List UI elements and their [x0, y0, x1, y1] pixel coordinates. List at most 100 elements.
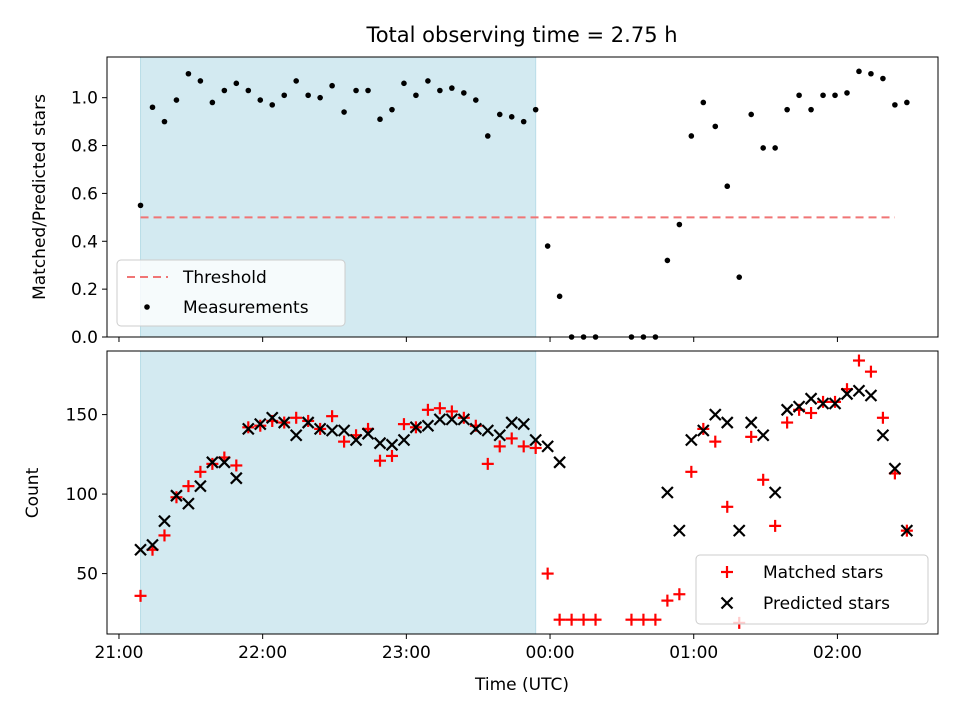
legend-matched-swatch: [721, 566, 733, 578]
predicted-star-point: [541, 440, 554, 453]
matched-star-point: [493, 440, 506, 453]
x-tick-label: 02:00: [813, 643, 862, 663]
measurement-point: [664, 257, 671, 264]
matched-star-point: [457, 411, 470, 424]
x-tick-label: 23:00: [382, 643, 431, 663]
matched-star-point: [673, 588, 686, 601]
predicted-star-point: [517, 417, 530, 431]
predicted-star-point: [792, 400, 806, 413]
matched-star-point: [374, 454, 387, 467]
predicted-star-point: [230, 471, 243, 485]
top-legend: Threshold Measurements: [116, 259, 346, 327]
measurement-point: [401, 80, 407, 87]
measurement-point: [473, 97, 479, 103]
predicted-star-point: [277, 416, 291, 429]
matched-star-point: [505, 432, 518, 445]
measurement-point: [353, 87, 359, 94]
predicted-star-point: [888, 462, 902, 475]
predicted-star-point: [852, 384, 866, 398]
measurement-point: [317, 94, 323, 101]
observing-window-shade: [140, 350, 537, 635]
matched-star-point: [709, 435, 722, 448]
y-tick-label: 150: [66, 406, 98, 426]
matched-star-point: [541, 567, 554, 580]
predicted-star-point: [325, 424, 339, 437]
top-x-axis-ticks: [118, 337, 838, 342]
matched-star-point: [517, 440, 530, 453]
measurement-point: [880, 75, 886, 82]
measurement-point: [245, 87, 252, 94]
predicted-star-point: [182, 497, 195, 510]
measurement-point: [820, 92, 826, 99]
measurement-point: [520, 118, 527, 125]
measurement-point: [784, 106, 790, 113]
matched-star-point: [529, 441, 542, 454]
measurement-point: [868, 70, 874, 77]
predicted-star-point: [158, 514, 171, 528]
matched-star-point: [290, 411, 303, 424]
predicted-star-point: [289, 428, 303, 442]
matched-star-point: [757, 473, 770, 486]
measurement-point: [209, 99, 216, 106]
top-y-axis-label: Matched/Predicted stars: [30, 94, 50, 300]
predicted-star-point: [349, 433, 363, 447]
predicted-star-point: [385, 438, 399, 452]
measurement-point: [305, 92, 311, 99]
measurement-point: [161, 118, 168, 125]
measurement-point: [796, 92, 802, 99]
predicted-star-point: [206, 456, 219, 469]
measurement-point: [496, 111, 503, 118]
matched-star-point: [769, 519, 782, 532]
predicted-star-point: [469, 422, 483, 436]
count-points: [134, 354, 914, 629]
predicted-star-point: [780, 403, 794, 417]
matched-star-point: [242, 421, 255, 434]
predicted-star-point: [816, 397, 830, 410]
measurement-point: [329, 82, 335, 89]
bottom-y-axis-label: Count: [23, 467, 43, 518]
predicted-star-point: [361, 427, 375, 440]
measurement-points: [137, 68, 910, 340]
predicted-star-point: [553, 456, 566, 469]
matched-star-point: [589, 613, 602, 626]
matched-star-point: [852, 354, 865, 367]
legend-matched-label: Matched stars: [763, 563, 883, 583]
matched-star-point: [326, 410, 339, 423]
predicted-star-point: [445, 413, 459, 426]
matched-star-point: [553, 613, 566, 626]
y-tick-label: 0.6: [71, 184, 98, 204]
predicted-star-point: [218, 456, 231, 469]
y-tick-label: 100: [66, 485, 98, 505]
measurement-point: [197, 78, 204, 84]
predicted-star-point: [242, 422, 255, 436]
matched-star-point: [829, 395, 842, 408]
measurement-point: [844, 90, 850, 96]
predicted-star-point: [373, 436, 387, 450]
predicted-star-point: [697, 424, 710, 437]
measurement-point: [173, 97, 180, 103]
predicted-star-point: [457, 413, 471, 426]
matched-star-point: [781, 416, 794, 429]
x-tick-label: 00:00: [526, 643, 575, 663]
matched-star-point: [697, 422, 710, 435]
predicted-star-point: [864, 389, 878, 402]
y-tick-label: 0.0: [71, 328, 98, 348]
measurement-point: [712, 123, 719, 130]
predicted-star-point: [265, 411, 279, 425]
measurement-point: [856, 68, 862, 75]
measurement-point: [341, 109, 347, 115]
predicted-star-point: [876, 428, 890, 442]
matched-star-point: [805, 407, 818, 420]
predicted-star-point: [732, 524, 746, 537]
predicted-star-point: [170, 489, 183, 502]
predicted-star-point: [709, 408, 722, 421]
predicted-star-point: [253, 417, 267, 431]
measurement-point: [772, 145, 778, 151]
predicted-star-point: [194, 479, 207, 493]
matched-star-point: [685, 465, 698, 478]
bottom-x-axis-ticks: 21:00 22:00 23:00 00:00 01:00 02:00: [94, 634, 862, 663]
top-axes-frame: [106, 56, 939, 338]
predicted-star-point: [409, 421, 423, 434]
predicted-star-point: [828, 397, 842, 410]
measurement-point: [544, 243, 551, 249]
